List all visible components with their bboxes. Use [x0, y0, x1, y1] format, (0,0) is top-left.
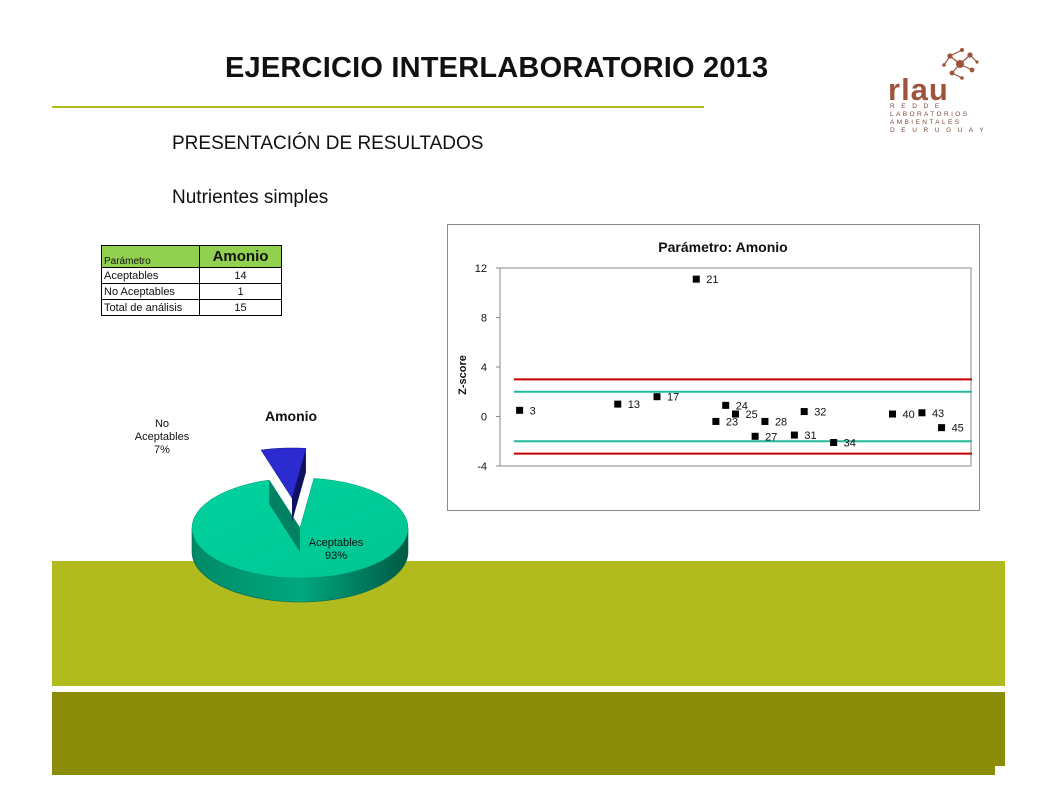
network-icon	[942, 48, 979, 80]
table-row: Aceptables 14	[101, 267, 282, 284]
table-cell-label: Aceptables	[101, 267, 200, 284]
data-point-label: 23	[726, 416, 738, 428]
data-point	[751, 432, 759, 440]
logo-subline: R E D D E	[890, 103, 942, 110]
data-point-label: 40	[903, 409, 915, 421]
pie-label-acceptable: Aceptables 93%	[296, 537, 376, 563]
data-point	[800, 408, 808, 416]
data-point-label: 21	[706, 274, 718, 286]
decorative-band-bottom	[52, 692, 1005, 775]
table-row: Total de análisis 15	[101, 299, 282, 316]
data-point-label: 32	[814, 407, 826, 419]
table-cell-label: Total de análisis	[101, 299, 200, 316]
pie-label-not-acceptable: No Aceptables 7%	[122, 418, 202, 457]
results-table: Parámetro Amonio Aceptables 14 No Acepta…	[101, 245, 282, 316]
pie-slice-not-acceptable	[260, 447, 307, 499]
pie-slice-side-not-acceptable	[292, 448, 306, 522]
zscore-chart: Parámetro: Amonio Z-score 12 8 4 0 -4 3 13 17 21…	[447, 224, 980, 511]
data-point	[653, 393, 661, 401]
title-underline	[52, 106, 704, 108]
table-header-label: Parámetro	[101, 245, 200, 268]
y-tick-label: -4	[477, 461, 487, 473]
table-cell-value: 14	[199, 267, 282, 284]
y-tick-label: 12	[475, 263, 487, 275]
section-subheading: Nutrientes simples	[172, 187, 329, 208]
y-tick-label: 8	[481, 313, 487, 325]
data-point-label: 45	[952, 423, 964, 435]
data-point-label: 24	[736, 400, 748, 412]
data-point	[830, 438, 838, 446]
data-point-label: 27	[765, 431, 777, 443]
y-tick-label: 0	[481, 412, 487, 424]
band-notch	[995, 766, 1005, 778]
data-point-label: 25	[746, 409, 758, 421]
data-point-label: 13	[628, 399, 640, 411]
data-point	[918, 409, 926, 417]
pie-label-percent: 93%	[324, 550, 348, 562]
table-cell-value: 1	[199, 283, 282, 300]
zscore-chart-svg: Parámetro: Amonio Z-score 12840-43131721…	[457, 239, 972, 473]
pie-label-text: No Aceptables	[134, 418, 190, 443]
table-header-value: Amonio	[199, 245, 282, 268]
data-point	[889, 410, 896, 418]
data-point	[614, 400, 622, 408]
data-point-label: 28	[775, 416, 787, 428]
plot-area	[499, 267, 972, 467]
pie-chart: Amonio No Aceptables 7% Aceptables 93%	[120, 395, 440, 615]
data-point	[516, 406, 524, 414]
logo-text: rlau	[888, 72, 949, 107]
table-cell-value: 15	[199, 299, 282, 316]
table-header-row: Parámetro Amonio	[101, 245, 282, 268]
rlau-logo: rlau R E D D E LABORATORIOS AMBIENTALES …	[888, 46, 984, 136]
y-tick-label: 4	[481, 362, 487, 374]
pie-svg	[191, 447, 409, 603]
data-point	[722, 401, 730, 409]
chart-title: Parámetro: Amonio	[658, 239, 787, 255]
data-point-label: 43	[932, 408, 944, 420]
data-point	[938, 424, 946, 432]
pie-label-text: Aceptables	[308, 537, 364, 549]
page-title: EJERCICIO INTERLABORATORIO 2013	[225, 52, 769, 84]
y-axis-label: Z-score	[457, 355, 469, 395]
logo-subline: D E U R U G U A Y	[890, 127, 986, 134]
data-point-label: 17	[667, 392, 679, 404]
data-point-label: 31	[804, 430, 816, 442]
pie-slice-face-acceptable	[269, 480, 300, 552]
data-point	[692, 275, 700, 283]
pie-label-percent: 7%	[154, 444, 170, 456]
decorative-band-top	[52, 561, 1005, 686]
data-point	[790, 431, 798, 439]
data-point-label: 3	[530, 405, 536, 417]
section-heading: PRESENTACIÓN DE RESULTADOS	[172, 133, 484, 154]
logo-subline: LABORATORIOS	[890, 111, 970, 118]
data-point	[732, 410, 739, 418]
data-point-label: 34	[844, 437, 856, 449]
pie-title: Amonio	[265, 408, 318, 424]
table-row: No Aceptables 1	[101, 283, 282, 300]
table-cell-label: No Aceptables	[101, 283, 200, 300]
data-point	[712, 417, 720, 425]
logo-subline: AMBIENTALES	[890, 119, 962, 126]
data-point	[761, 417, 769, 425]
